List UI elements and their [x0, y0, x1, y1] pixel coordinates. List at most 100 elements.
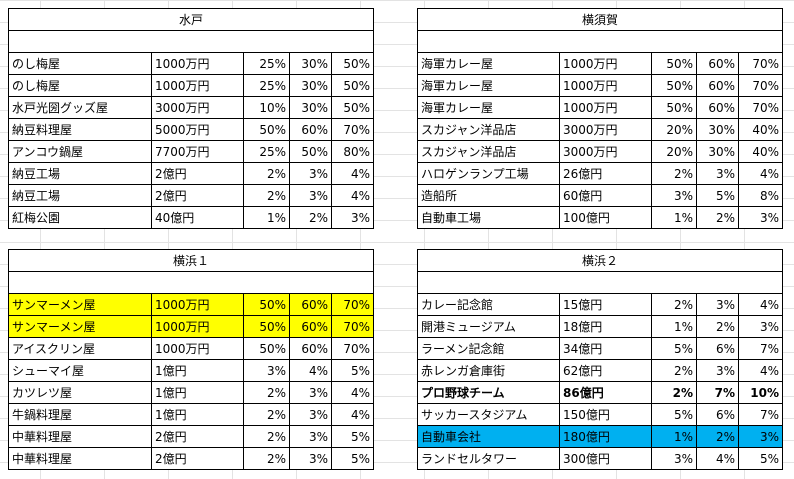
rate-low-cell[interactable]: 50% [651, 74, 697, 97]
cost-cell[interactable]: 300億円 [559, 447, 652, 470]
rate-low-cell[interactable]: 2% [651, 381, 697, 404]
cost-cell[interactable]: 2億円 [151, 162, 244, 185]
facility-name-cell[interactable]: 自動車会社 [417, 425, 560, 448]
facility-name-cell[interactable]: 水戸光圀グッズ屋 [8, 96, 152, 119]
rate-high-cell[interactable]: 4% [738, 359, 783, 382]
rate-low-cell[interactable]: 2% [243, 162, 290, 185]
cost-cell[interactable]: 1000万円 [151, 337, 244, 360]
rate-high-cell[interactable]: 70% [331, 118, 374, 141]
rate-high-cell[interactable]: 4% [738, 162, 783, 185]
rate-low-cell[interactable]: 5% [651, 337, 697, 360]
cost-cell[interactable]: 1000万円 [151, 315, 244, 338]
rate-mid-cell[interactable]: 60% [289, 293, 332, 316]
facility-name-cell[interactable]: ラーメン記念館 [417, 337, 560, 360]
cost-cell[interactable]: 1億円 [151, 403, 244, 426]
rate-mid-cell[interactable]: 3% [289, 381, 332, 404]
rate-high-cell[interactable]: 70% [331, 293, 374, 316]
rate-low-cell[interactable]: 1% [651, 206, 697, 229]
rate-mid-cell[interactable]: 3% [696, 162, 739, 185]
rate-mid-cell[interactable]: 60% [696, 74, 739, 97]
facility-name-cell[interactable]: ランドセルタワー [417, 447, 560, 470]
rate-high-cell[interactable]: 5% [331, 447, 374, 470]
facility-name-cell[interactable]: 造船所 [417, 184, 560, 207]
rate-low-cell[interactable]: 2% [651, 359, 697, 382]
rate-mid-cell[interactable]: 60% [289, 118, 332, 141]
rate-high-cell[interactable]: 4% [331, 403, 374, 426]
rate-mid-cell[interactable]: 4% [289, 359, 332, 382]
rate-high-cell[interactable]: 3% [738, 206, 783, 229]
cost-cell[interactable]: 180億円 [559, 425, 652, 448]
rate-high-cell[interactable]: 5% [331, 359, 374, 382]
rate-low-cell[interactable]: 1% [651, 425, 697, 448]
rate-high-cell[interactable]: 3% [738, 425, 783, 448]
facility-name-cell[interactable]: 中華料理屋 [8, 447, 152, 470]
cost-cell[interactable]: 3000万円 [559, 140, 652, 163]
cost-cell[interactable]: 3000万円 [151, 96, 244, 119]
rate-low-cell[interactable]: 25% [243, 52, 290, 75]
rate-low-cell[interactable]: 50% [243, 118, 290, 141]
cost-cell[interactable]: 5000万円 [151, 118, 244, 141]
rate-low-cell[interactable]: 25% [243, 74, 290, 97]
rate-low-cell[interactable]: 2% [243, 403, 290, 426]
facility-name-cell[interactable]: 納豆工場 [8, 184, 152, 207]
rate-high-cell[interactable]: 4% [331, 162, 374, 185]
facility-name-cell[interactable]: プロ野球チーム [417, 381, 560, 404]
rate-low-cell[interactable]: 50% [243, 337, 290, 360]
rate-high-cell[interactable]: 7% [738, 403, 783, 426]
rate-mid-cell[interactable]: 3% [289, 162, 332, 185]
rate-mid-cell[interactable]: 2% [696, 315, 739, 338]
cost-cell[interactable]: 18億円 [559, 315, 652, 338]
rate-high-cell[interactable]: 5% [331, 425, 374, 448]
rate-low-cell[interactable]: 50% [651, 96, 697, 119]
rate-mid-cell[interactable]: 3% [696, 293, 739, 316]
rate-mid-cell[interactable]: 2% [696, 206, 739, 229]
rate-mid-cell[interactable]: 30% [289, 74, 332, 97]
facility-name-cell[interactable]: 自動車工場 [417, 206, 560, 229]
rate-high-cell[interactable]: 70% [738, 74, 783, 97]
rate-low-cell[interactable]: 2% [243, 425, 290, 448]
rate-low-cell[interactable]: 2% [243, 381, 290, 404]
cost-cell[interactable]: 1000万円 [151, 52, 244, 75]
cost-cell[interactable]: 60億円 [559, 184, 652, 207]
cost-cell[interactable]: 40億円 [151, 206, 244, 229]
cost-cell[interactable]: 26億円 [559, 162, 652, 185]
cost-cell[interactable]: 150億円 [559, 403, 652, 426]
blank-cell[interactable] [8, 30, 374, 53]
rate-high-cell[interactable]: 70% [331, 337, 374, 360]
rate-low-cell[interactable]: 10% [243, 96, 290, 119]
facility-name-cell[interactable]: のし梅屋 [8, 74, 152, 97]
rate-mid-cell[interactable]: 60% [696, 96, 739, 119]
cost-cell[interactable]: 3000万円 [559, 118, 652, 141]
blank-cell[interactable] [417, 271, 783, 294]
facility-name-cell[interactable]: カレー記念館 [417, 293, 560, 316]
cost-cell[interactable]: 15億円 [559, 293, 652, 316]
table-title[interactable]: 水戸 [8, 8, 374, 31]
table-title[interactable]: 横須賀 [417, 8, 783, 31]
rate-high-cell[interactable]: 7% [738, 337, 783, 360]
facility-name-cell[interactable]: 海軍カレー屋 [417, 74, 560, 97]
cost-cell[interactable]: 1億円 [151, 381, 244, 404]
rate-high-cell[interactable]: 40% [738, 140, 783, 163]
rate-mid-cell[interactable]: 6% [696, 403, 739, 426]
facility-name-cell[interactable]: サンマーメン屋 [8, 293, 152, 316]
rate-mid-cell[interactable]: 60% [696, 52, 739, 75]
rate-low-cell[interactable]: 2% [243, 184, 290, 207]
rate-low-cell[interactable]: 3% [651, 184, 697, 207]
rate-mid-cell[interactable]: 60% [289, 337, 332, 360]
facility-name-cell[interactable]: サッカースタジアム [417, 403, 560, 426]
facility-name-cell[interactable]: ハロゲンランプ工場 [417, 162, 560, 185]
rate-mid-cell[interactable]: 4% [696, 447, 739, 470]
rate-mid-cell[interactable]: 6% [696, 337, 739, 360]
rate-low-cell[interactable]: 50% [243, 293, 290, 316]
rate-mid-cell[interactable]: 3% [289, 184, 332, 207]
rate-low-cell[interactable]: 5% [651, 403, 697, 426]
cost-cell[interactable]: 2億円 [151, 447, 244, 470]
rate-high-cell[interactable]: 4% [331, 184, 374, 207]
facility-name-cell[interactable]: スカジャン洋品店 [417, 118, 560, 141]
facility-name-cell[interactable]: 紅梅公園 [8, 206, 152, 229]
rate-mid-cell[interactable]: 2% [289, 206, 332, 229]
facility-name-cell[interactable]: 牛鍋料理屋 [8, 403, 152, 426]
facility-name-cell[interactable]: 中華料理屋 [8, 425, 152, 448]
rate-low-cell[interactable]: 3% [243, 359, 290, 382]
